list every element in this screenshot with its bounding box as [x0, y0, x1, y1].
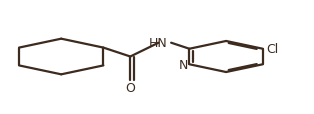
Text: N: N: [178, 58, 188, 71]
Text: HN: HN: [149, 37, 168, 50]
Text: Cl: Cl: [267, 43, 279, 56]
Text: O: O: [125, 82, 135, 94]
